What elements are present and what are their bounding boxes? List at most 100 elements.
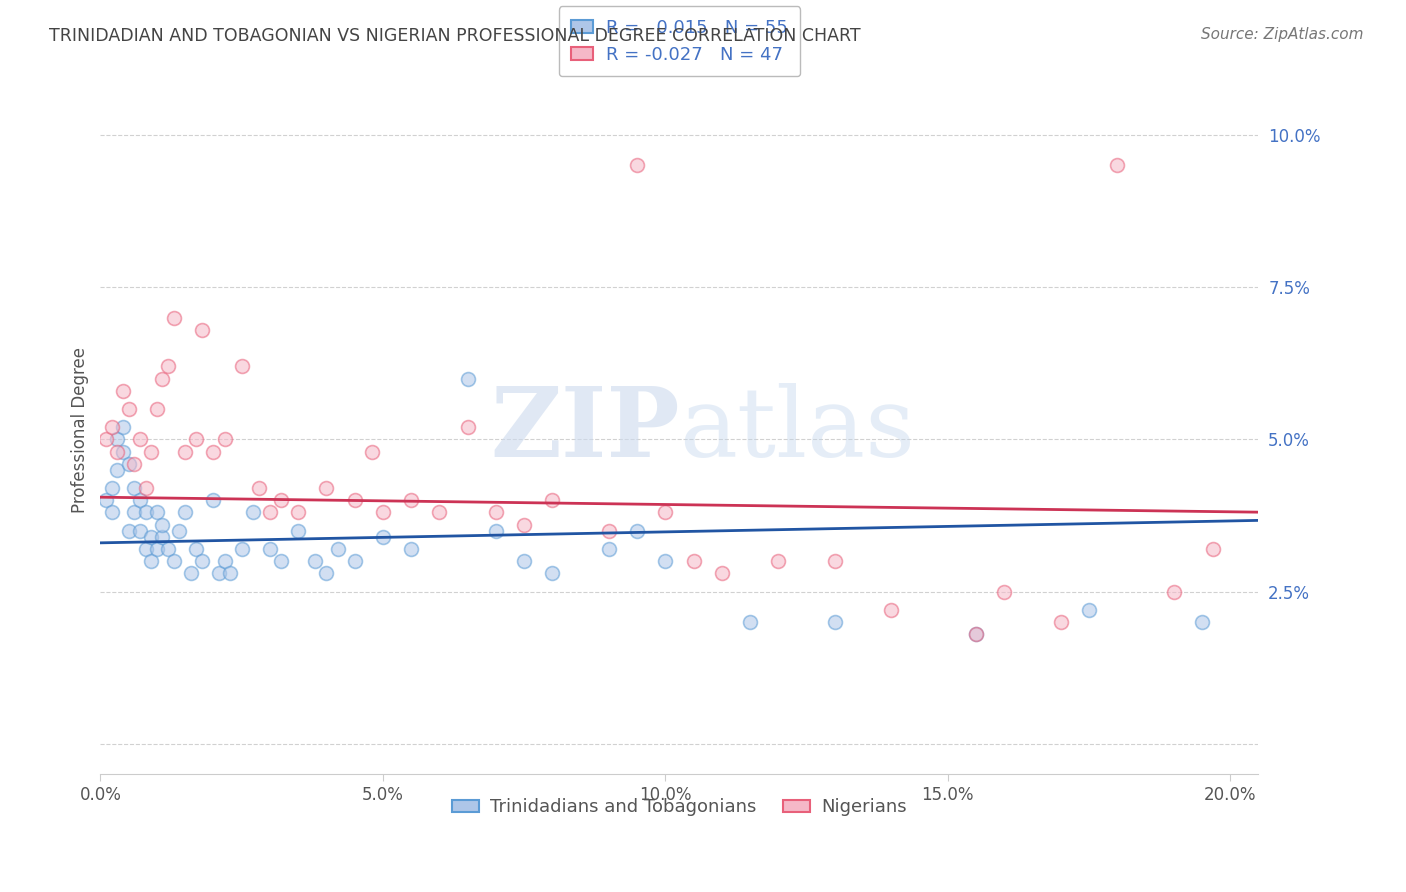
Point xyxy=(654,505,676,519)
Point xyxy=(141,554,163,568)
Point xyxy=(191,323,214,337)
Point xyxy=(371,530,394,544)
Point xyxy=(128,524,150,538)
Point xyxy=(1202,541,1225,556)
Point xyxy=(152,371,174,385)
Point xyxy=(399,541,422,556)
Point xyxy=(186,433,208,447)
Point xyxy=(1107,159,1129,173)
Point xyxy=(326,541,349,556)
Point xyxy=(122,481,145,495)
Point xyxy=(1163,584,1185,599)
Point xyxy=(485,505,508,519)
Point xyxy=(315,566,337,581)
Point xyxy=(824,615,846,629)
Point xyxy=(186,541,208,556)
Point xyxy=(219,566,242,581)
Point xyxy=(343,554,366,568)
Point xyxy=(626,524,648,538)
Point xyxy=(152,517,174,532)
Point xyxy=(231,359,253,374)
Point xyxy=(1049,615,1071,629)
Point xyxy=(231,541,253,556)
Point xyxy=(214,433,236,447)
Point xyxy=(270,493,292,508)
Point xyxy=(191,554,214,568)
Point xyxy=(541,566,564,581)
Point xyxy=(343,493,366,508)
Point xyxy=(141,444,163,458)
Point xyxy=(157,359,180,374)
Text: TRINIDADIAN AND TOBAGONIAN VS NIGERIAN PROFESSIONAL DEGREE CORRELATION CHART: TRINIDADIAN AND TOBAGONIAN VS NIGERIAN P… xyxy=(49,27,860,45)
Point xyxy=(1191,615,1213,629)
Point xyxy=(202,493,225,508)
Point xyxy=(824,554,846,568)
Point xyxy=(100,505,122,519)
Point xyxy=(654,554,676,568)
Point xyxy=(94,433,117,447)
Point xyxy=(163,554,186,568)
Point xyxy=(141,530,163,544)
Point xyxy=(993,584,1015,599)
Point xyxy=(259,541,281,556)
Point xyxy=(427,505,450,519)
Point xyxy=(626,159,648,173)
Point xyxy=(135,505,157,519)
Point xyxy=(146,541,169,556)
Point xyxy=(965,627,987,641)
Point xyxy=(122,457,145,471)
Point xyxy=(111,444,134,458)
Text: ZIP: ZIP xyxy=(489,384,679,477)
Text: atlas: atlas xyxy=(679,384,915,477)
Point xyxy=(247,481,270,495)
Point xyxy=(485,524,508,538)
Point xyxy=(100,481,122,495)
Point xyxy=(105,444,128,458)
Point xyxy=(315,481,337,495)
Point xyxy=(146,505,169,519)
Point xyxy=(457,420,479,434)
Point xyxy=(270,554,292,568)
Point xyxy=(513,554,536,568)
Point xyxy=(94,493,117,508)
Point xyxy=(128,493,150,508)
Point xyxy=(598,524,620,538)
Point xyxy=(360,444,382,458)
Point xyxy=(880,603,903,617)
Point xyxy=(371,505,394,519)
Point xyxy=(180,566,202,581)
Point xyxy=(399,493,422,508)
Point xyxy=(174,444,197,458)
Point xyxy=(208,566,231,581)
Point xyxy=(105,463,128,477)
Point xyxy=(111,384,134,398)
Point xyxy=(965,627,987,641)
Point xyxy=(513,517,536,532)
Point xyxy=(1078,603,1101,617)
Point xyxy=(541,493,564,508)
Point xyxy=(598,541,620,556)
Point xyxy=(157,541,180,556)
Point xyxy=(105,433,128,447)
Point xyxy=(163,310,186,325)
Point xyxy=(259,505,281,519)
Point xyxy=(174,505,197,519)
Point xyxy=(287,524,309,538)
Y-axis label: Professional Degree: Professional Degree xyxy=(72,347,89,513)
Point xyxy=(100,420,122,434)
Point xyxy=(738,615,761,629)
Point xyxy=(710,566,733,581)
Point xyxy=(135,541,157,556)
Point xyxy=(152,530,174,544)
Legend: Trinidadians and Tobagonians, Nigerians: Trinidadians and Tobagonians, Nigerians xyxy=(444,791,914,823)
Point xyxy=(128,433,150,447)
Point xyxy=(202,444,225,458)
Point xyxy=(117,524,139,538)
Point xyxy=(169,524,191,538)
Point xyxy=(117,457,139,471)
Point xyxy=(135,481,157,495)
Point xyxy=(457,371,479,385)
Point xyxy=(117,401,139,416)
Point xyxy=(146,401,169,416)
Point xyxy=(682,554,704,568)
